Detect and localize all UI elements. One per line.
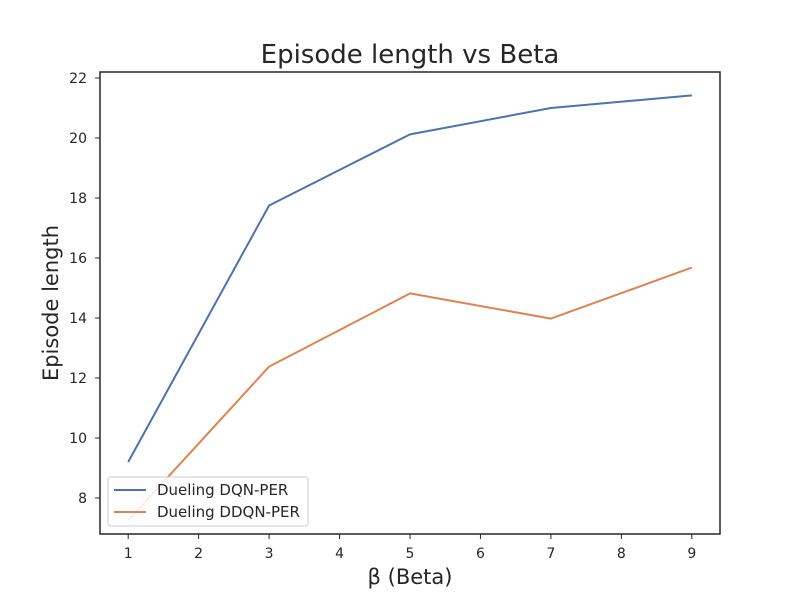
- x-tick-label: 8: [617, 546, 626, 562]
- legend-label: Dueling DQN-PER: [157, 481, 288, 499]
- x-tick-label: 1: [124, 546, 133, 562]
- plot-area: [100, 72, 720, 534]
- x-axis-label: β (Beta): [368, 565, 453, 589]
- legend-label: Dueling DDQN-PER: [157, 503, 300, 521]
- y-tick-label: 20: [69, 131, 87, 147]
- chart-title: Episode length vs Beta: [261, 40, 560, 70]
- series-lines: [127, 94, 693, 522]
- x-tick-label: 3: [265, 546, 274, 562]
- x-tick-label: 9: [687, 546, 696, 562]
- y-tick-label: 14: [69, 311, 87, 327]
- x-tick-label: 6: [476, 546, 485, 562]
- y-tick-label: 8: [78, 491, 87, 507]
- x-axis-ticks: 1 2 3 4 5 6 7 8 9: [124, 534, 696, 562]
- y-tick-label: 22: [69, 71, 87, 87]
- legend-box: [107, 476, 309, 527]
- y-tick-label: 10: [69, 431, 87, 447]
- y-tick-label: 18: [69, 191, 87, 207]
- x-tick-label: 7: [546, 546, 555, 562]
- legend: Dueling DQN-PER Dueling DDQN-PER: [107, 476, 309, 527]
- x-tick-label: 5: [406, 546, 415, 562]
- y-axis-label: Episode length: [39, 225, 63, 381]
- series-line-2: [127, 266, 693, 522]
- series-line-1: [127, 94, 692, 463]
- y-axis-ticks: 8 10 12 14 16 18 20 22: [69, 71, 100, 507]
- y-tick-label: 16: [69, 251, 87, 267]
- x-tick-label: 2: [194, 546, 203, 562]
- y-tick-label: 12: [69, 371, 87, 387]
- x-tick-label: 4: [335, 546, 344, 562]
